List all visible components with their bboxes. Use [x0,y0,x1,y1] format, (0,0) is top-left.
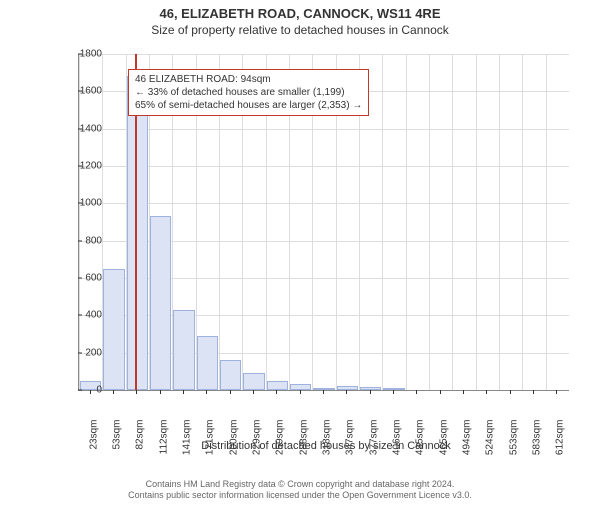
histogram-bar [197,336,218,390]
y-tick-label: 1400 [62,123,102,134]
grid-line-v [406,54,407,390]
chart-title-main: 46, ELIZABETH ROAD, CANNOCK, WS11 4RE [0,6,600,21]
annotation-box: 46 ELIZABETH ROAD: 94sqm← 33% of detache… [128,69,369,116]
annotation-line2: ← 33% of detached houses are smaller (1,… [135,86,362,99]
x-tick-mark [183,390,184,394]
x-tick-label: 53sqm [112,420,123,460]
x-tick-mark [416,390,417,394]
y-tick-mark [78,203,82,204]
y-tick-label: 1200 [62,161,102,172]
grid-line-v [79,54,80,390]
x-tick-label: 377sqm [368,420,379,460]
y-tick-label: 0 [62,385,102,396]
x-tick-label: 288sqm [298,420,309,460]
x-tick-mark [370,390,371,394]
x-tick-label: 406sqm [392,420,403,460]
footer-line1: Contains HM Land Registry data © Crown c… [0,479,600,491]
histogram-bar [127,76,148,390]
x-tick-mark [136,390,137,394]
y-tick-mark [78,315,82,316]
grid-line-v [476,54,477,390]
histogram-bar [150,216,171,390]
plot-area: 46 ELIZABETH ROAD: 94sqm← 33% of detache… [78,54,569,391]
histogram-bar [173,310,194,390]
x-tick-mark [346,390,347,394]
y-tick-label: 200 [62,347,102,358]
chart-title-sub: Size of property relative to detached ho… [0,23,600,37]
x-tick-mark [556,390,557,394]
x-tick-mark [276,390,277,394]
y-tick-mark [78,128,82,129]
y-tick-mark [78,278,82,279]
y-tick-label: 800 [62,235,102,246]
grid-line-v [452,54,453,390]
x-tick-mark [230,390,231,394]
x-tick-label: 583sqm [532,420,543,460]
grid-line-h [79,54,569,55]
x-tick-label: 435sqm [415,420,426,460]
x-tick-label: 494sqm [462,420,473,460]
y-tick-mark [78,240,82,241]
x-tick-label: 171sqm [205,420,216,460]
grid-line-v [382,54,383,390]
x-tick-label: 141sqm [182,420,193,460]
x-tick-label: 200sqm [228,420,239,460]
x-tick-label: 112sqm [158,420,169,460]
grid-line-h [79,203,569,204]
grid-line-v [499,54,500,390]
x-tick-mark [90,390,91,394]
x-tick-mark [486,390,487,394]
histogram-bar [290,384,311,390]
x-tick-label: 259sqm [275,420,286,460]
x-tick-label: 553sqm [508,420,519,460]
x-tick-mark [113,390,114,394]
histogram-bar [243,373,264,390]
x-tick-label: 23sqm [88,420,99,460]
histogram-bar [220,360,241,390]
x-tick-mark [510,390,511,394]
y-tick-label: 1800 [62,49,102,60]
y-tick-mark [78,166,82,167]
x-tick-label: 229sqm [252,420,263,460]
y-tick-mark [78,91,82,92]
y-tick-mark [78,352,82,353]
x-tick-mark [323,390,324,394]
grid-line-v [522,54,523,390]
x-tick-mark [206,390,207,394]
x-tick-mark [300,390,301,394]
y-tick-label: 400 [62,310,102,321]
y-tick-mark [78,390,82,391]
grid-line-v [429,54,430,390]
x-tick-label: 347sqm [345,420,356,460]
grid-line-h [79,129,569,130]
footer-attribution: Contains HM Land Registry data © Crown c… [0,479,600,502]
histogram-bar [267,381,288,390]
histogram-bar [103,269,124,390]
histogram-bar [360,387,381,390]
x-tick-label: 524sqm [485,420,496,460]
y-tick-label: 600 [62,273,102,284]
x-tick-label: 318sqm [322,420,333,460]
x-tick-mark [463,390,464,394]
x-tick-mark [160,390,161,394]
x-tick-label: 465sqm [438,420,449,460]
x-tick-mark [440,390,441,394]
y-tick-label: 1600 [62,86,102,97]
y-tick-label: 1000 [62,198,102,209]
y-tick-mark [78,54,82,55]
x-tick-mark [533,390,534,394]
footer-line2: Contains public sector information licen… [0,490,600,502]
x-tick-label: 82sqm [135,420,146,460]
annotation-line1: 46 ELIZABETH ROAD: 94sqm [135,73,362,86]
x-tick-mark [393,390,394,394]
grid-line-h [79,166,569,167]
x-tick-label: 612sqm [555,420,566,460]
annotation-line3: 65% of semi-detached houses are larger (… [135,99,362,112]
x-tick-mark [253,390,254,394]
grid-line-v [546,54,547,390]
chart-container: Number of detached properties 46 ELIZABE… [54,50,574,430]
